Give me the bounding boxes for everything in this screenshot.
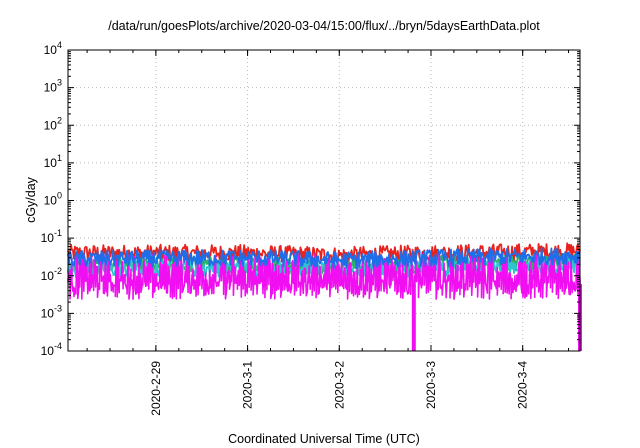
y-axis-label: cGy/day — [24, 176, 38, 223]
y-tick-label: 10-1 — [41, 228, 62, 245]
tick-layer: 10-4 10-3 10-2 10-1 100 101 102 103 104 2020-2-29… — [41, 40, 580, 416]
series-line — [67, 247, 581, 270]
x-tick-label: 2020-3-2 — [332, 361, 346, 409]
x-tick-label: 2020-3-1 — [241, 361, 255, 409]
x-tick-label: 2020-2-29 — [149, 361, 163, 416]
grid-layer — [68, 50, 580, 351]
y-tick-label: 10-3 — [41, 303, 62, 320]
x-tick-label: 2020-3-3 — [424, 361, 438, 409]
data-dropout-spike — [411, 284, 416, 351]
y-tick-label: 100 — [44, 191, 62, 208]
y-tick-label: 102 — [44, 115, 62, 132]
y-tick-label: 103 — [44, 78, 62, 95]
y-tick-label: 10-4 — [41, 341, 62, 358]
y-tick-label: 101 — [44, 153, 62, 170]
y-tick-label: 10-2 — [41, 266, 62, 283]
x-tick-label: 2020-3-4 — [516, 361, 530, 409]
x-axis-label: Coordinated Universal Time (UTC) — [228, 432, 420, 446]
y-tick-label: 104 — [44, 40, 62, 57]
series-line — [67, 252, 581, 300]
series-layer — [67, 242, 582, 351]
chart-title: /data/run/goesPlots/archive/2020-03-04/1… — [108, 19, 540, 33]
